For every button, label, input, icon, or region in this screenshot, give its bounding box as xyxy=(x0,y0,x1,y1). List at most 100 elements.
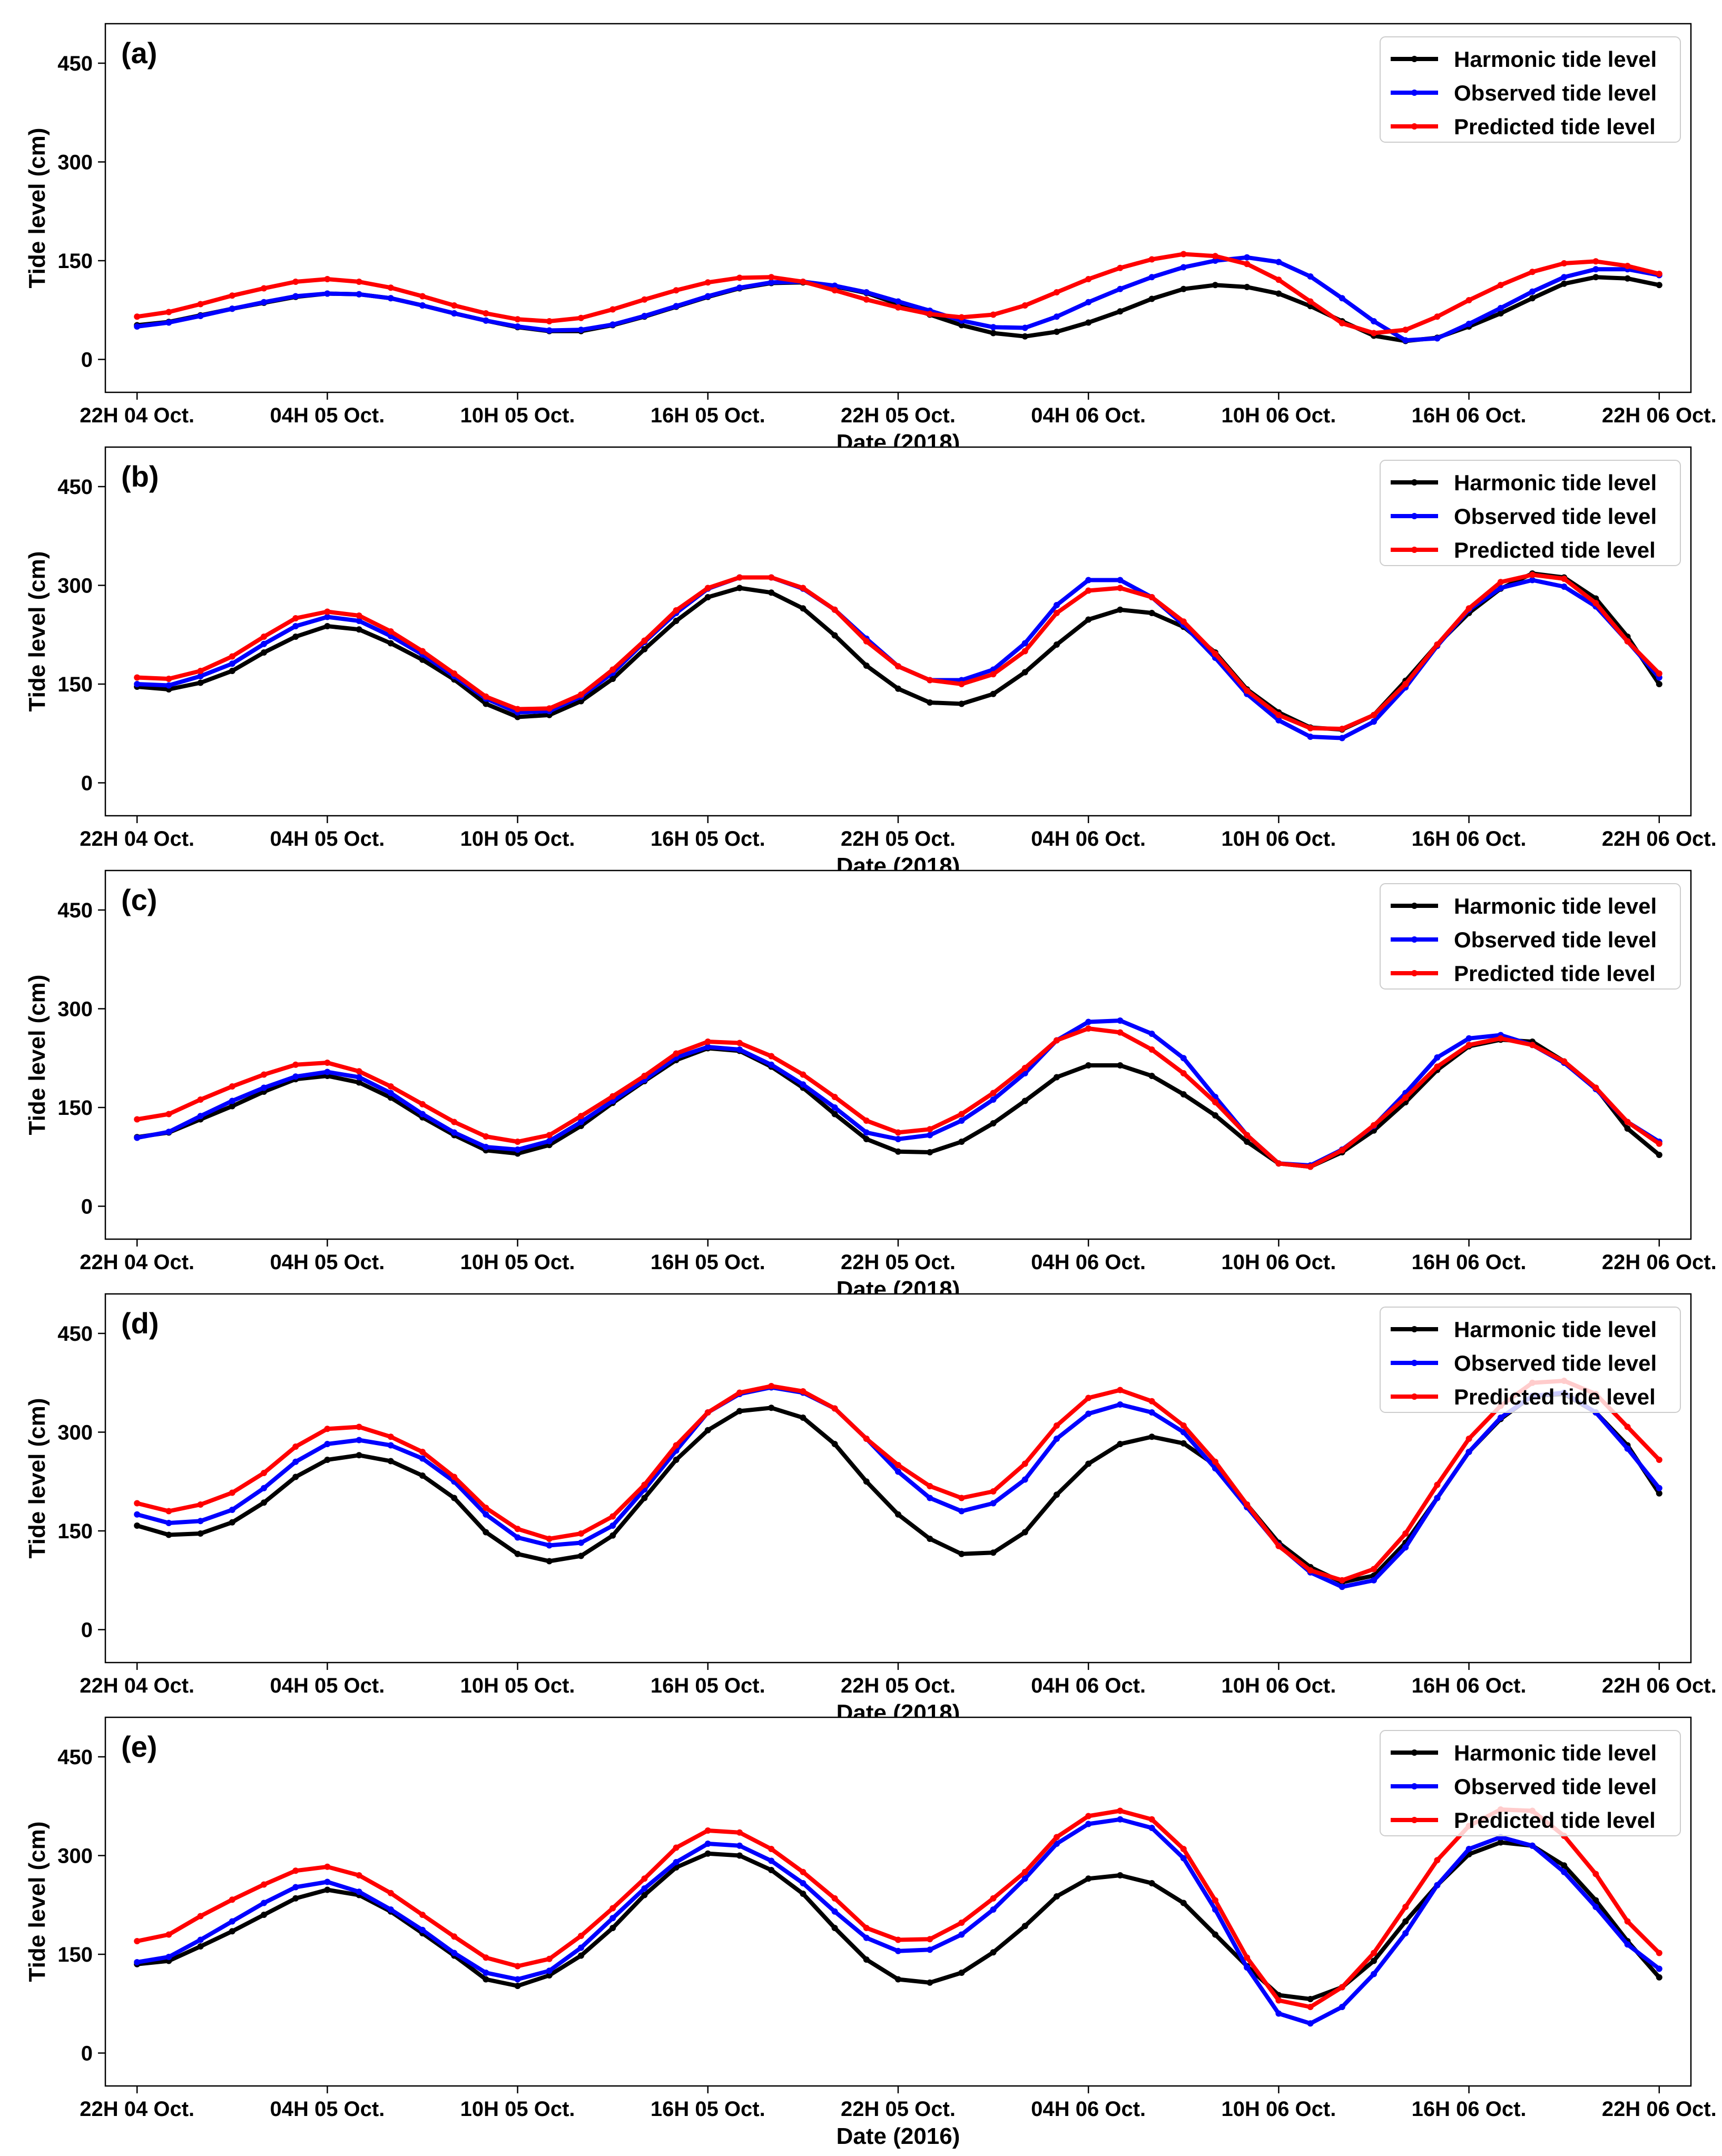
data-point xyxy=(1592,1897,1599,1904)
data-point xyxy=(609,1522,616,1529)
data-point xyxy=(261,1485,267,1491)
data-point xyxy=(451,302,458,309)
data-point xyxy=(1054,1037,1060,1044)
data-point xyxy=(1434,1063,1441,1070)
data-point xyxy=(927,699,933,706)
data-point xyxy=(990,311,997,318)
data-point xyxy=(324,1878,331,1885)
y-tick-label: 300 xyxy=(57,1845,93,1868)
data-point xyxy=(1592,258,1599,265)
series-predicted-tide-level xyxy=(134,1025,1662,1170)
data-point xyxy=(831,1111,838,1117)
data-point xyxy=(1021,333,1028,340)
x-tick-label: 16H 05 Oct. xyxy=(651,1251,765,1274)
data-point xyxy=(1054,1074,1060,1081)
data-point xyxy=(1592,274,1599,281)
data-point xyxy=(609,1915,616,1922)
x-tick-label: 22H 04 Oct. xyxy=(80,1251,194,1274)
data-point xyxy=(419,1449,426,1455)
x-tick-label: 10H 05 Oct. xyxy=(460,1251,575,1274)
data-point xyxy=(1244,1954,1251,1961)
data-point xyxy=(1117,1062,1124,1069)
data-point xyxy=(1275,1542,1282,1549)
data-point xyxy=(1624,1941,1631,1948)
data-point xyxy=(895,1462,901,1468)
data-point xyxy=(229,668,235,674)
legend-label: Observed tide level xyxy=(1454,1351,1657,1376)
data-point xyxy=(1656,1974,1662,1981)
data-point xyxy=(736,1408,743,1415)
legend-label: Predicted tide level xyxy=(1454,1808,1656,1833)
data-point xyxy=(927,1132,933,1139)
data-point xyxy=(1117,285,1124,292)
data-point xyxy=(1402,681,1409,687)
data-point xyxy=(1212,1099,1218,1105)
data-point xyxy=(1402,1094,1409,1101)
data-point xyxy=(1054,1893,1060,1900)
data-point xyxy=(292,1458,299,1465)
data-point xyxy=(1117,1387,1124,1393)
data-point xyxy=(197,313,204,319)
data-point xyxy=(387,628,394,635)
data-point xyxy=(387,1442,394,1449)
data-point xyxy=(831,1895,838,1902)
data-point xyxy=(1656,1152,1662,1158)
y-tick-label: 450 xyxy=(57,899,93,922)
data-point xyxy=(958,1117,965,1124)
data-point xyxy=(895,1468,901,1475)
legend-marker xyxy=(1411,1783,1418,1789)
data-point xyxy=(1085,577,1092,583)
data-point xyxy=(483,700,489,707)
data-point xyxy=(1497,305,1504,311)
data-point xyxy=(578,1552,584,1559)
data-point xyxy=(1180,264,1187,271)
data-point xyxy=(483,1529,489,1536)
data-point xyxy=(229,1103,235,1110)
data-point xyxy=(895,298,901,305)
data-point xyxy=(356,626,362,633)
data-point xyxy=(958,1508,965,1515)
x-tick-label: 04H 06 Oct. xyxy=(1031,2098,1146,2121)
data-point xyxy=(514,714,521,720)
data-point xyxy=(641,296,648,303)
data-point xyxy=(451,670,458,677)
data-point xyxy=(1148,1031,1155,1037)
legend-label: Harmonic tide level xyxy=(1454,470,1657,495)
panel-label: (b) xyxy=(121,460,159,493)
data-point xyxy=(831,606,838,613)
legend-marker xyxy=(1411,1393,1418,1400)
series-observed-tide-level xyxy=(134,1384,1662,1590)
data-point xyxy=(261,634,267,640)
data-point xyxy=(736,1389,743,1396)
data-point xyxy=(1085,1410,1092,1417)
data-point xyxy=(1307,2004,1314,2010)
data-point xyxy=(451,310,458,317)
data-point xyxy=(1244,254,1251,261)
data-point xyxy=(1275,1997,1282,2004)
data-point xyxy=(387,284,394,291)
data-point xyxy=(1497,585,1504,591)
data-point xyxy=(514,1139,521,1145)
data-point xyxy=(578,691,584,698)
data-point xyxy=(229,305,235,312)
x-tick-label: 04H 05 Oct. xyxy=(270,2098,385,2121)
data-point xyxy=(1434,1857,1441,1864)
data-point xyxy=(1561,583,1568,590)
data-point xyxy=(1656,1457,1662,1463)
legend: Harmonic tide level Observed tide level Pr… xyxy=(1380,460,1681,566)
legend-box xyxy=(1380,1730,1681,1836)
data-point xyxy=(1275,1160,1282,1167)
y-axis-title: Tide level (cm) xyxy=(24,551,50,712)
x-tick-label: 04H 05 Oct. xyxy=(270,827,385,850)
data-point xyxy=(261,640,267,647)
x-tick-label: 04H 06 Oct. xyxy=(1031,1251,1146,1274)
data-point xyxy=(958,700,965,707)
legend-label: Harmonic tide level xyxy=(1454,1317,1657,1342)
data-point xyxy=(1085,1025,1092,1032)
data-point xyxy=(1212,1897,1218,1904)
data-point xyxy=(483,1133,489,1140)
data-point xyxy=(1592,266,1599,273)
data-point xyxy=(958,1920,965,1926)
data-point xyxy=(1656,271,1662,277)
data-point xyxy=(292,623,299,629)
